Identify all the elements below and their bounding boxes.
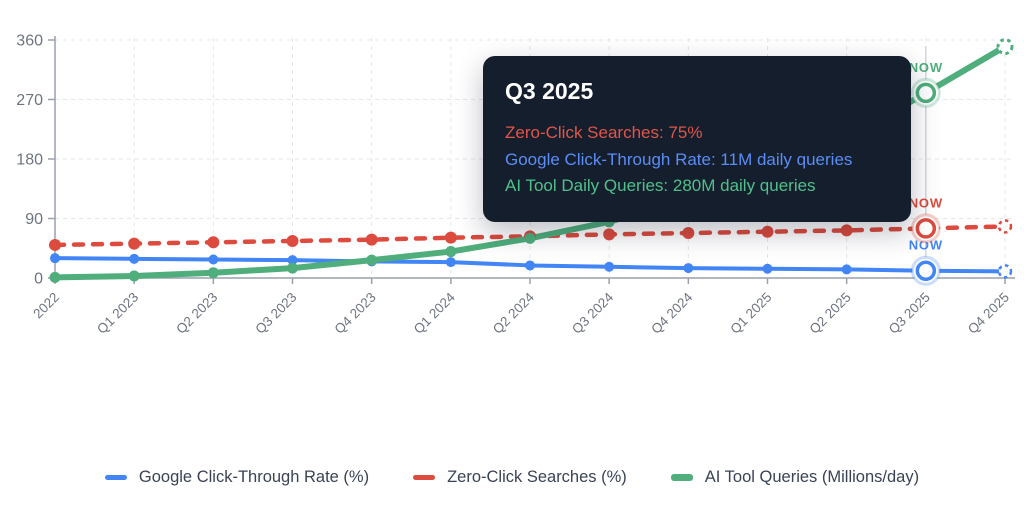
data-point-zero-click[interactable] bbox=[365, 233, 378, 246]
x-axis-label: Q2 2023 bbox=[173, 290, 220, 337]
x-axis-label: Q4 2024 bbox=[648, 289, 696, 337]
line-swatch-icon bbox=[670, 474, 693, 481]
y-axis-label: 0 bbox=[34, 271, 43, 288]
now-label-zero-click: NOW bbox=[909, 195, 943, 210]
tooltip-title: Q3 2025 bbox=[505, 78, 594, 104]
data-point-google-ctr[interactable] bbox=[50, 253, 60, 264]
y-axis-label: 360 bbox=[16, 33, 43, 50]
data-point-zero-click[interactable] bbox=[840, 224, 853, 237]
chart-tooltip: Q3 2025 Zero-Click Searches: 75% Google … bbox=[483, 56, 911, 222]
legend-label-zero-click: Zero-Click Searches (%) bbox=[447, 468, 627, 486]
x-axis-label: Q2 2024 bbox=[490, 289, 538, 337]
projection-marker-google-ctr[interactable] bbox=[997, 264, 1013, 279]
now-label-google-ctr: NOW bbox=[909, 238, 943, 253]
data-point-zero-click[interactable] bbox=[286, 234, 299, 247]
data-point-ai-queries[interactable] bbox=[49, 271, 61, 283]
data-point-ai-queries[interactable] bbox=[366, 254, 378, 266]
x-axis-label: Q2 2025 bbox=[807, 290, 854, 337]
tooltip-row-zero-click: Zero-Click Searches: 75% bbox=[505, 123, 703, 142]
y-axis-label: 180 bbox=[16, 152, 43, 169]
x-axis-label: Q1 2023 bbox=[94, 290, 141, 337]
data-point-google-ctr[interactable] bbox=[841, 264, 852, 275]
x-axis-label: Q1 2024 bbox=[411, 289, 459, 337]
x-axis-label: Q4 2023 bbox=[332, 290, 379, 337]
line-swatch-icon bbox=[413, 475, 436, 480]
data-point-ai-queries[interactable] bbox=[524, 232, 536, 244]
projection-marker-ai-queries[interactable] bbox=[996, 38, 1014, 56]
data-point-google-ctr[interactable] bbox=[208, 254, 219, 265]
legend-label-ai-queries: AI Tool Queries (Millions/day) bbox=[704, 468, 920, 486]
now-marker-zero-click[interactable] bbox=[915, 218, 937, 239]
chart-legend: Google Click-Through Rate (%) Zero-Click… bbox=[0, 468, 1024, 487]
data-point-zero-click[interactable] bbox=[682, 227, 695, 240]
data-point-zero-click[interactable] bbox=[444, 231, 457, 244]
projection-marker-zero-click[interactable] bbox=[997, 219, 1013, 234]
data-point-google-ctr[interactable] bbox=[604, 261, 615, 272]
data-point-ai-queries[interactable] bbox=[287, 262, 298, 274]
y-axis-label: 270 bbox=[16, 92, 43, 109]
y-axis-label: 90 bbox=[25, 211, 43, 228]
data-point-google-ctr[interactable] bbox=[287, 255, 298, 266]
data-point-google-ctr[interactable] bbox=[762, 263, 773, 274]
x-axis-label: Q3 2024 bbox=[569, 289, 617, 337]
now-marker-google-ctr[interactable] bbox=[915, 260, 937, 281]
legend-label-google-ctr: Google Click-Through Rate (%) bbox=[138, 468, 370, 486]
data-point-google-ctr[interactable] bbox=[129, 253, 140, 264]
data-point-ai-queries[interactable] bbox=[207, 267, 219, 279]
legend-item-google-ctr[interactable]: Google Click-Through Rate (%) bbox=[104, 468, 370, 487]
data-point-zero-click[interactable] bbox=[207, 236, 220, 249]
data-point-zero-click[interactable] bbox=[128, 237, 141, 250]
tooltip-row-ai-queries: AI Tool Daily Queries: 280M daily querie… bbox=[505, 176, 816, 195]
data-point-zero-click[interactable] bbox=[603, 228, 616, 241]
x-axis-label: Q3 2025 bbox=[886, 290, 933, 337]
x-axis-label: Q1 2025 bbox=[727, 290, 774, 337]
data-point-zero-click[interactable] bbox=[49, 238, 61, 251]
legend-item-zero-click[interactable]: Zero-Click Searches (%) bbox=[413, 468, 627, 487]
now-label-ai-queries: NOW bbox=[909, 60, 943, 75]
tooltip-row-google-ctr: Google Click-Through Rate: 11M daily que… bbox=[505, 149, 853, 169]
x-axis-label: 2022 bbox=[30, 290, 62, 322]
data-point-google-ctr[interactable] bbox=[683, 263, 694, 274]
data-point-ai-queries[interactable] bbox=[128, 270, 140, 282]
data-point-google-ctr[interactable] bbox=[525, 260, 535, 271]
line-swatch-icon bbox=[104, 475, 127, 480]
legend-item-ai-queries[interactable]: AI Tool Queries (Millions/day) bbox=[670, 468, 920, 487]
x-axis-label: Q3 2023 bbox=[252, 290, 299, 337]
x-axis-label: Q4 2025 bbox=[965, 290, 1012, 337]
data-point-zero-click[interactable] bbox=[761, 225, 774, 238]
data-point-google-ctr[interactable] bbox=[445, 257, 456, 268]
now-marker-ai-queries[interactable] bbox=[915, 82, 937, 104]
data-point-ai-queries[interactable] bbox=[445, 246, 457, 258]
